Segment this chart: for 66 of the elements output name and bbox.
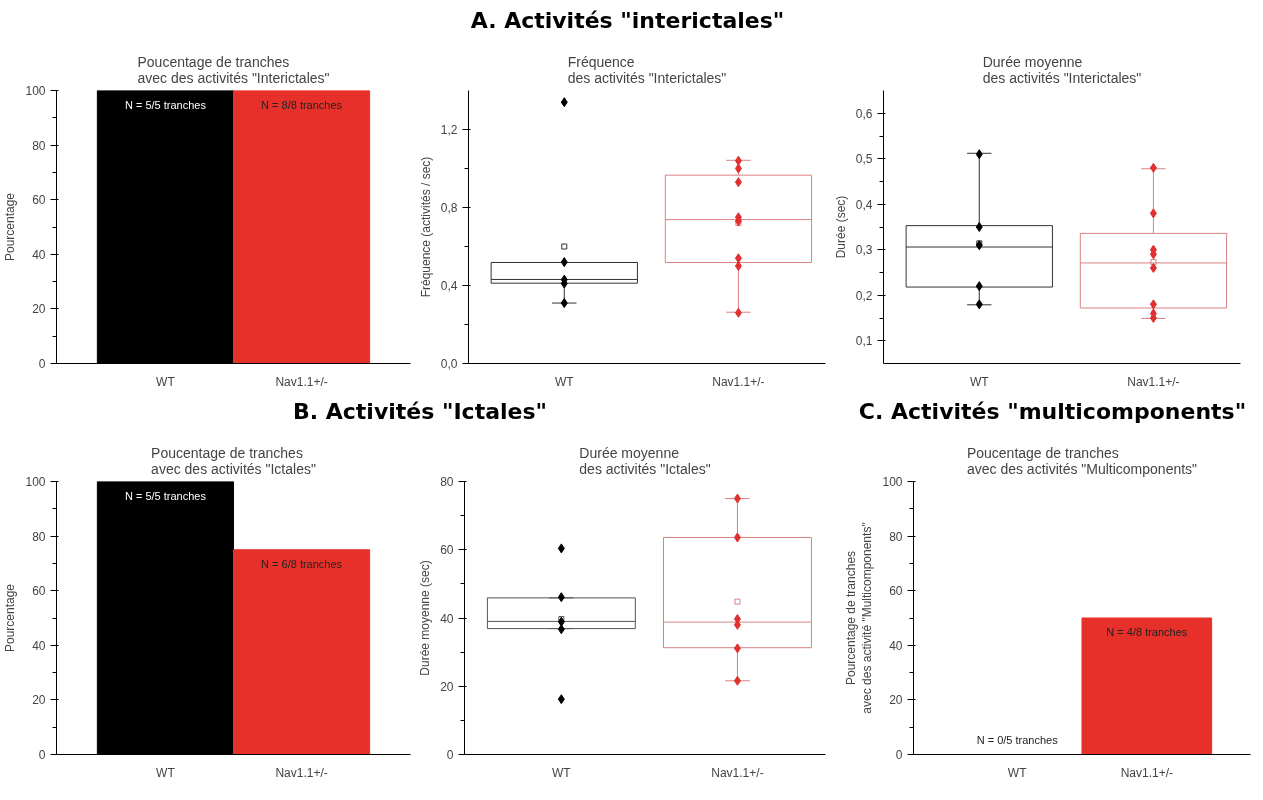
data-label: N = 4/8 tranches <box>1106 626 1188 639</box>
text: A. Activités "interictales" <box>470 7 785 35</box>
y-tick-label: 0 <box>446 748 454 762</box>
y-tick-label: 20 <box>440 679 454 694</box>
data-label: N = 6/8 tranches <box>261 557 343 570</box>
x-tick-label: WT <box>1007 765 1028 780</box>
y-tick-label: 40 <box>32 247 46 262</box>
chart-title: Poucentage de tranches avec des activités "Ictales" <box>151 444 316 477</box>
x-tick-label: Nav1.1+/- <box>711 765 764 780</box>
y-tick-label: 0,8 <box>440 201 458 215</box>
y-tick-label: 100 <box>25 475 46 489</box>
y-tick-label: 0,3 <box>855 243 873 258</box>
data-label: N = 8/8 tranches <box>261 98 343 111</box>
x-tick-label: WT <box>969 374 990 389</box>
x-tick-label: Nav1.1+/- <box>275 765 328 780</box>
y-tick-label: 60 <box>32 584 46 599</box>
y-tick-label: 0,1 <box>855 334 873 349</box>
data-label: N = 5/5 tranches <box>124 489 207 502</box>
y-axis-title: Durée (sec) <box>833 195 848 259</box>
y-tick-label: 0,6 <box>855 106 873 121</box>
chart-title: Poucentage de tranches avec des activités "Multicomponents" <box>966 444 1198 477</box>
y-tick-label: 80 <box>32 529 46 544</box>
y-axis-title: Pourcentage de tranches avec des activité "Multicomponents" <box>843 522 875 714</box>
chart-title: Poucentage de tranches avec des activités "Interictales" <box>137 53 330 86</box>
y-axis-title: Pourcentage <box>3 583 18 653</box>
y-tick-label: 40 <box>440 611 454 626</box>
x-tick-label: WT <box>156 374 176 389</box>
x-tick-label: Nav1.1+/- <box>1120 765 1173 780</box>
y-axis-title: Fréquence (activités / sec) <box>418 156 433 298</box>
x-tick-label: Nav1.1+/- <box>712 374 765 389</box>
y-tick-label: 20 <box>32 302 46 317</box>
x-tick-label: WT <box>156 765 176 780</box>
y-tick-label: 100 <box>25 84 46 98</box>
y-axis-title: Durée moyenne (sec) <box>418 560 433 676</box>
y-axis-title: Pourcentage <box>3 192 18 262</box>
y-tick-label: 20 <box>32 693 46 708</box>
y-tick-label: 0,4 <box>440 279 458 293</box>
data-label: N = 0/5 tranches <box>976 734 1059 747</box>
x-tick-label: Nav1.1+/- <box>1127 374 1180 389</box>
y-tick-label: 0,4 <box>855 197 873 212</box>
y-tick-label: 20 <box>889 693 903 708</box>
y-tick-label: 40 <box>889 638 903 653</box>
x-tick-label: WT <box>554 374 575 389</box>
chart-title: Fréquence des activités "Interictales" <box>567 53 727 86</box>
y-tick-label: 0,5 <box>855 152 873 167</box>
y-tick-label: 100 <box>882 475 903 489</box>
y-tick-label: 1,2 <box>440 123 458 137</box>
text: C. Activités "multicomponents" <box>858 398 1247 426</box>
y-tick-label: 0 <box>38 357 46 371</box>
y-tick-label: 60 <box>889 584 903 599</box>
text: B. Activités "Ictales" <box>292 398 548 426</box>
y-tick-label: 80 <box>440 475 454 489</box>
y-tick-label: 40 <box>32 638 46 653</box>
y-tick-label: 0,2 <box>855 288 873 303</box>
y-tick-label: 80 <box>889 529 903 544</box>
y-tick-label: 0,0 <box>440 357 458 371</box>
chart-title: Durée moyenne des activités "Interictales" <box>982 53 1142 86</box>
data-label: N = 5/5 tranches <box>124 98 207 111</box>
x-tick-label: Nav1.1+/- <box>275 374 328 389</box>
y-tick-label: 60 <box>440 543 454 558</box>
y-tick-label: 60 <box>32 193 46 208</box>
y-tick-label: 0 <box>895 748 903 762</box>
y-tick-label: 0 <box>38 748 46 762</box>
chart-title: Durée moyenne des activités "Ictales" <box>579 444 711 477</box>
y-tick-label: 80 <box>32 138 46 153</box>
x-tick-label: WT <box>552 765 572 780</box>
